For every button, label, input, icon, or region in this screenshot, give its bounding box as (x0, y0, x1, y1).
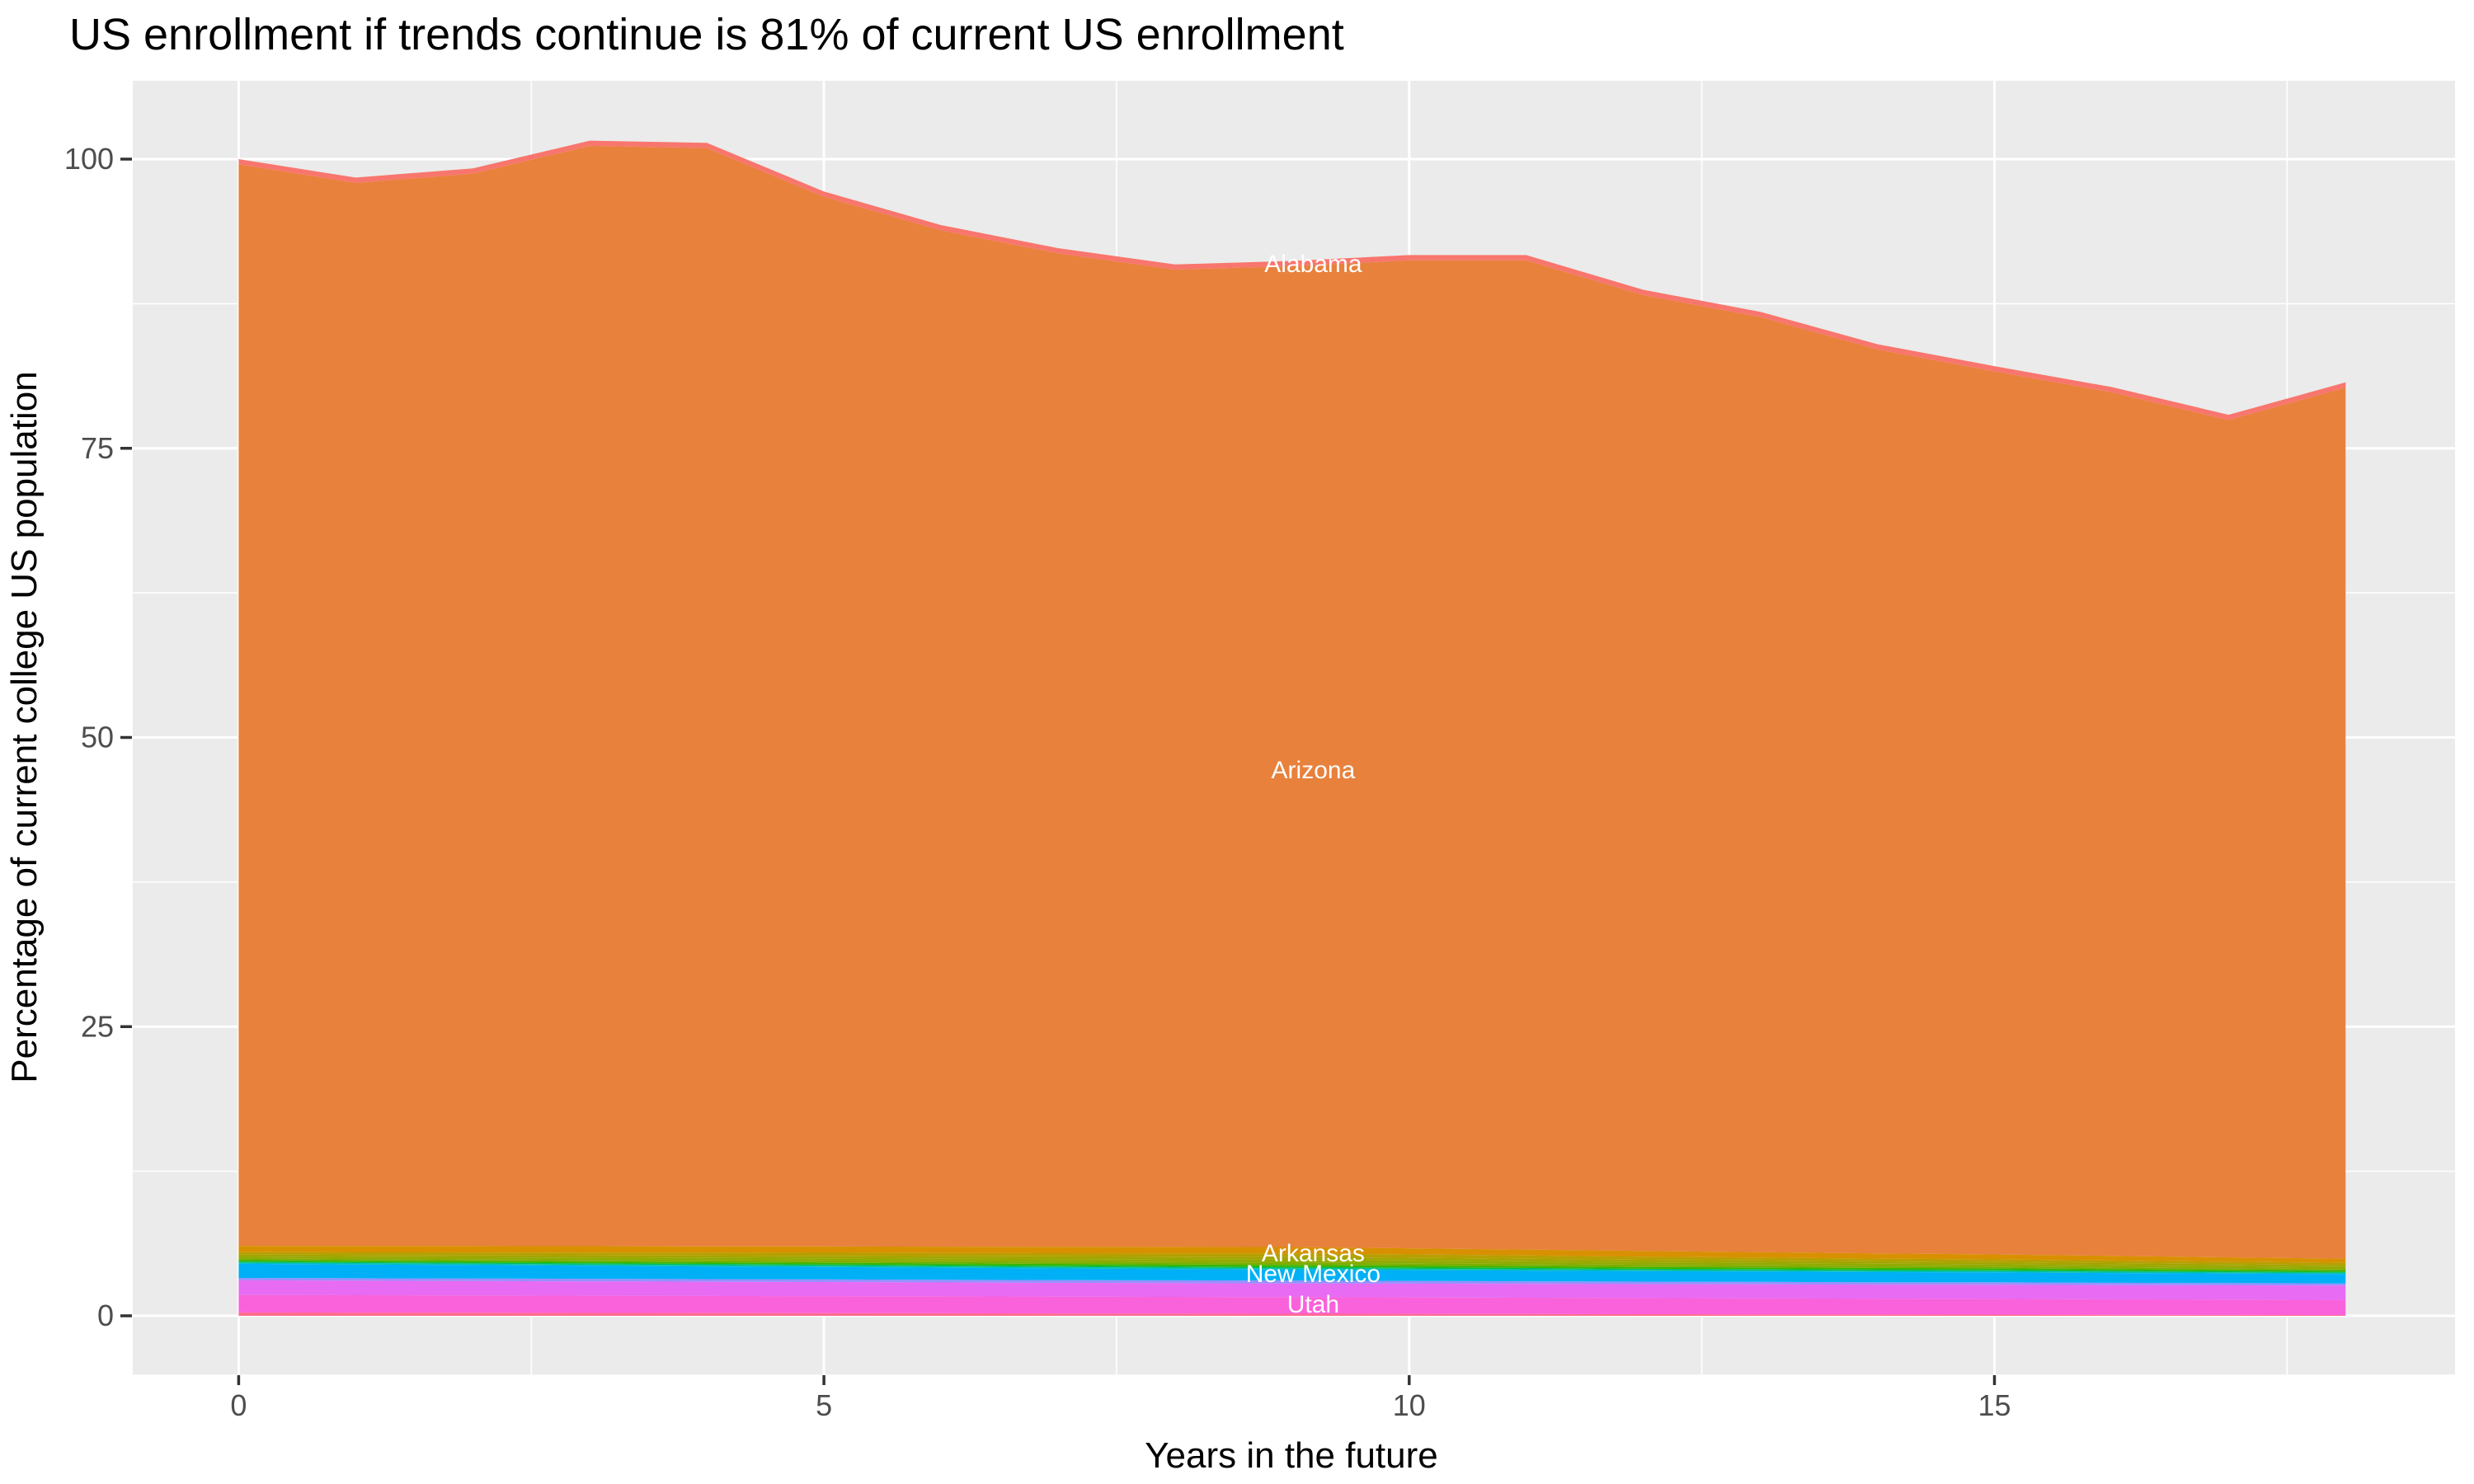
x-tick-label-5: 5 (816, 1388, 832, 1422)
area-other-states-band-10 (238, 1252, 2346, 1266)
y-tick-label-75: 75 (81, 431, 114, 465)
area-other-states-band-5 (238, 1261, 2346, 1273)
area-arkansas (238, 1246, 2346, 1263)
y-tick-label-100: 100 (64, 142, 114, 176)
y-tick-label-50: 50 (81, 721, 114, 754)
series-label-arkansas: Arkansas (1262, 1240, 1365, 1267)
area-other-states-band-4 (238, 1262, 2346, 1275)
area-utah (238, 1294, 2346, 1315)
y-tick-label-0: 0 (97, 1298, 114, 1332)
area-other-states-band-3 (238, 1278, 2346, 1286)
y-tick-label-25: 25 (81, 1009, 114, 1043)
x-tick-label-0: 0 (230, 1388, 247, 1422)
area-other-states-band-6 (238, 1260, 2346, 1272)
area-arizona (238, 145, 2346, 1259)
series-label-new-mexico: New Mexico (1246, 1261, 1380, 1288)
area-other-states-band-1 (238, 1312, 2346, 1316)
x-tick-label-10: 10 (1393, 1388, 1426, 1422)
axis-ticks (120, 157, 1997, 1385)
axis-tick-labels: 0 25 50 75 100 0 5 10 15 (64, 142, 2011, 1422)
x-axis-title: Years in the future (1145, 1435, 1438, 1476)
stacked-areas (238, 140, 2346, 1316)
area-other-states-band-2 (238, 1280, 2346, 1300)
series-label-alabama: Alabama (1264, 251, 1362, 278)
area-other-states-band-9 (238, 1254, 2346, 1267)
series-label-utah: Utah (1287, 1291, 1339, 1318)
y-axis-title: Percentage of current college US populat… (4, 371, 45, 1082)
x-tick-label-15: 15 (1978, 1388, 2011, 1422)
series-label-arizona: Arizona (1272, 757, 1356, 784)
area-other-states-band-7 (238, 1258, 2346, 1270)
chart-title: US enrollment if trends continue is 81% … (69, 10, 1344, 59)
area-other-states-band-8 (238, 1256, 2346, 1270)
area-new-mexico (238, 1263, 2346, 1284)
